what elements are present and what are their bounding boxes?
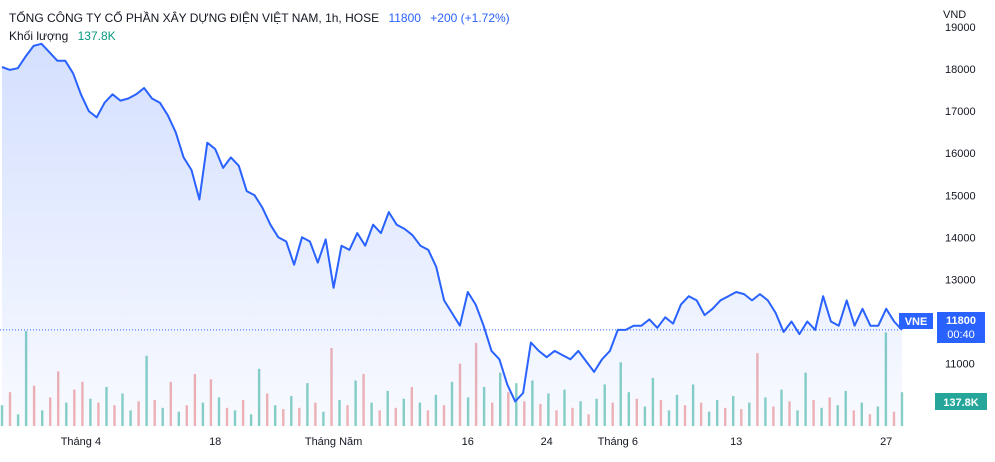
- y-tick-label: 16000: [945, 148, 976, 160]
- price-line: [1, 42, 903, 403]
- volume-value: 137.8K: [77, 29, 116, 43]
- y-tick-label: 19000: [945, 22, 976, 34]
- legend-symbol-row: TỔNG CÔNG TY CỔ PHẦN XÂY DỰNG ĐIỆN VIỆT …: [9, 9, 510, 27]
- price-badge: [937, 312, 985, 343]
- x-tick-label: 18: [209, 436, 221, 448]
- x-tick-label: Tháng 4: [61, 436, 101, 448]
- y-tick-label: 14000: [945, 232, 976, 244]
- y-tick-label: 17000: [945, 106, 976, 118]
- price-badge-value: 11800: [946, 315, 976, 327]
- x-tick-label: 24: [541, 436, 553, 448]
- last-price: 11800: [388, 11, 421, 25]
- x-tick-label: 13: [730, 436, 742, 448]
- legend-volume-row: Khối lượng 137.8K: [9, 27, 510, 45]
- x-axis: Tháng 4 18 Tháng Năm 16 24 Tháng 6 13 27: [61, 436, 893, 448]
- volume-badge-value: 137.8K: [943, 397, 979, 409]
- volume-badge: [935, 393, 987, 410]
- y-tick-label: 11000: [945, 359, 975, 371]
- price-badge-countdown: 00:40: [947, 329, 975, 341]
- x-tick-label: Tháng Năm: [305, 436, 362, 448]
- price-area: [2, 43, 902, 427]
- price-change: +200 (+1.72%): [430, 11, 510, 25]
- chart-legend: TỔNG CÔNG TY CỔ PHẦN XÂY DỰNG ĐIỆN VIỆT …: [9, 9, 510, 45]
- price-badges: VNE 11800 00:40 137.8K: [899, 312, 987, 410]
- y-tick-label: 15000: [945, 190, 976, 202]
- y-tick-label: 13000: [945, 274, 976, 286]
- volume-label: Khối lượng: [9, 29, 69, 43]
- x-tick-label: Tháng 6: [598, 436, 638, 448]
- ticker-badge-label: VNE: [905, 316, 928, 328]
- y-tick-label: 18000: [945, 64, 976, 76]
- y-axis: 1000011000130001400015000160001700018000…: [945, 22, 976, 413]
- x-tick-label: 16: [462, 436, 474, 448]
- x-tick-label: 27: [880, 436, 892, 448]
- ticker-badge: [899, 313, 933, 329]
- symbol-title: TỔNG CÔNG TY CỔ PHẦN XÂY DỰNG ĐIỆN VIỆT …: [9, 11, 380, 25]
- currency-label: VND: [943, 9, 967, 21]
